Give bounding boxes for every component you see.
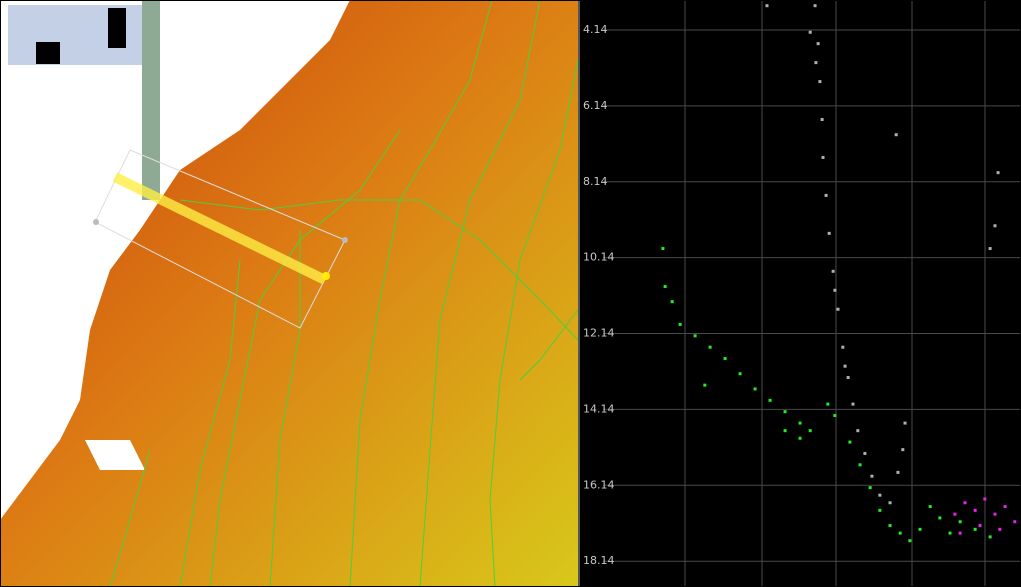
point <box>908 539 911 542</box>
point <box>841 346 844 349</box>
point <box>959 520 962 523</box>
point <box>997 171 1000 174</box>
point <box>889 501 892 504</box>
point <box>832 270 835 273</box>
point <box>671 300 674 303</box>
point <box>821 156 824 159</box>
point <box>821 118 824 121</box>
point <box>895 133 898 136</box>
profile-handle[interactable] <box>322 272 330 280</box>
point <box>799 422 802 425</box>
point <box>953 513 956 516</box>
point <box>859 463 862 466</box>
map-feature <box>8 5 148 65</box>
y-tick-label: 10.14 <box>583 251 615 264</box>
app-window: 4.14 6.14 8.14 10.14 12.14 14.14 16.14 18.14 <box>0 0 1021 587</box>
point <box>878 494 881 497</box>
point <box>993 513 996 516</box>
point <box>703 384 706 387</box>
point <box>814 4 817 7</box>
point <box>836 308 839 311</box>
point <box>769 399 772 402</box>
point <box>863 452 866 455</box>
point <box>983 497 986 500</box>
vertical-grid <box>685 0 985 587</box>
point <box>869 486 872 489</box>
point <box>818 80 821 83</box>
pane-divider[interactable] <box>578 0 580 587</box>
point <box>825 194 828 197</box>
point <box>889 524 892 527</box>
point <box>817 42 820 45</box>
point <box>978 524 981 527</box>
point <box>661 247 664 250</box>
point <box>799 437 802 440</box>
point <box>963 501 966 504</box>
point <box>814 61 817 64</box>
point <box>974 509 977 512</box>
point <box>974 528 977 531</box>
point <box>709 346 712 349</box>
box-handle[interactable] <box>93 219 99 225</box>
map-feature <box>108 8 126 48</box>
box-handle[interactable] <box>342 237 348 243</box>
point <box>959 532 962 535</box>
y-tick-label: 14.14 <box>583 402 615 415</box>
point <box>679 323 682 326</box>
y-tick-label: 6.14 <box>583 99 608 112</box>
point <box>856 429 859 432</box>
point <box>833 414 836 417</box>
profile-view: 4.14 6.14 8.14 10.14 12.14 14.14 16.14 18.14 <box>583 0 1021 587</box>
point <box>809 429 812 432</box>
point <box>754 387 757 390</box>
point <box>929 505 932 508</box>
point <box>1004 505 1007 508</box>
point <box>724 357 727 360</box>
point <box>765 4 768 7</box>
point <box>938 516 941 519</box>
page: 4.146.148.1410.1412.1414.1416.1418.14 ((… <box>0 0 1021 587</box>
point <box>998 528 1001 531</box>
point <box>989 247 992 250</box>
point <box>870 475 873 478</box>
point <box>896 471 899 474</box>
y-tick-label: 4.14 <box>583 23 608 36</box>
map-view[interactable] <box>0 0 578 587</box>
point <box>1013 520 1016 523</box>
y-tick-label: 18.14 <box>583 554 615 567</box>
survey-track <box>142 0 160 200</box>
map-feature <box>36 42 60 64</box>
point <box>848 441 851 444</box>
point <box>784 429 787 432</box>
point <box>919 528 922 531</box>
point <box>739 372 742 375</box>
point <box>901 448 904 451</box>
point <box>993 224 996 227</box>
y-tick-label: 12.14 <box>583 327 615 340</box>
point <box>784 410 787 413</box>
y-tick-label: 8.14 <box>583 175 608 188</box>
point <box>851 403 854 406</box>
point <box>878 509 881 512</box>
point <box>989 535 992 538</box>
y-tick-label: 16.14 <box>583 478 615 491</box>
point <box>826 403 829 406</box>
point <box>904 422 907 425</box>
point <box>664 285 667 288</box>
point <box>828 232 831 235</box>
point <box>694 334 697 337</box>
point <box>847 376 850 379</box>
point <box>809 31 812 34</box>
point <box>833 289 836 292</box>
point <box>899 532 902 535</box>
point <box>844 365 847 368</box>
point <box>948 532 951 535</box>
